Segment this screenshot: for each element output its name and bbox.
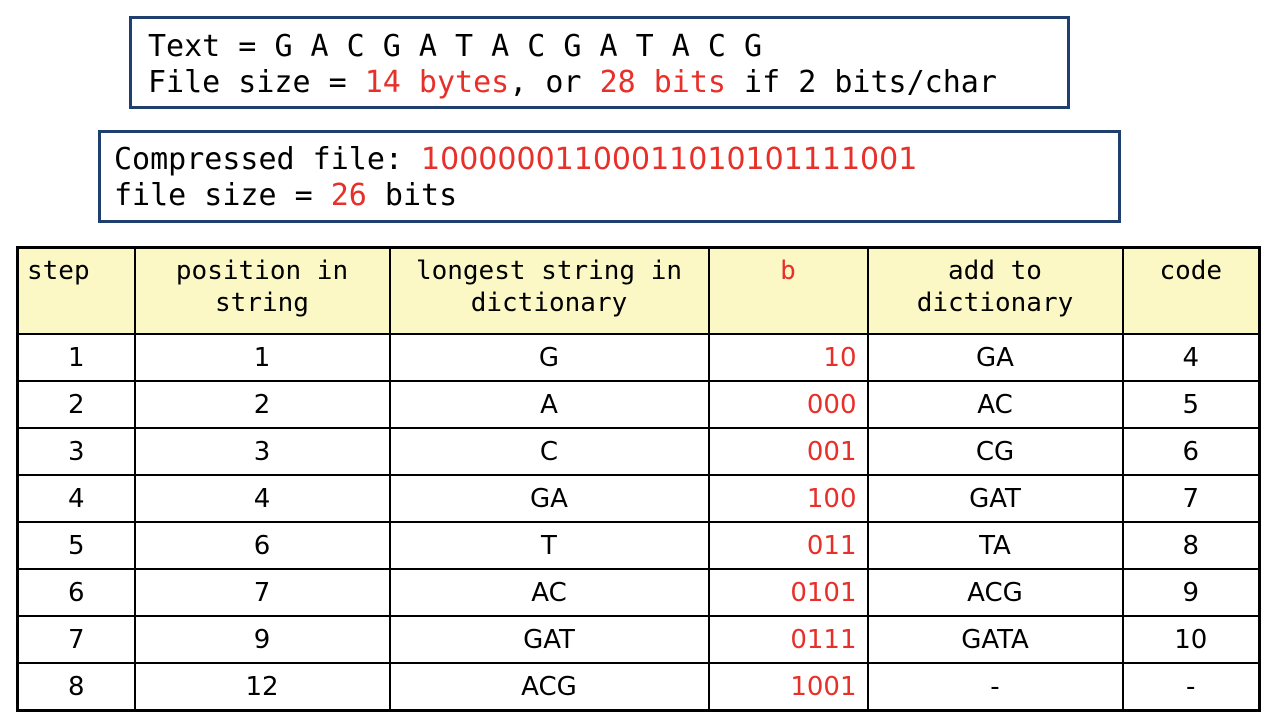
cell-b: 1001 [707,662,869,712]
cell-longest: GAT [388,615,710,664]
cell-position: 2 [133,380,391,429]
cell-step: 6 [16,568,136,617]
cell-code: - [1121,662,1261,712]
text-sequence: G A C G A T A C G A T A C G [274,29,763,64]
cell-longest: C [388,427,710,476]
cell-code: 5 [1121,380,1261,429]
cell-position: 7 [133,568,391,617]
lzw-table: step position in string longest string i… [16,246,1261,712]
table-row: 8 12 ACG 1001- - [16,662,1261,712]
cell-longest: GA [388,474,710,523]
table-row: 2 2 A 000 AC 5 [16,380,1261,429]
cell-code: 6 [1121,427,1261,476]
compressed-size-value: 26 [330,178,367,213]
cell-add: TA [866,521,1124,570]
cell-add: GAT [866,474,1124,523]
cell-b: 001 [707,427,869,476]
file-size-bits: 28 bits [599,65,726,100]
cell-add: ACG [866,568,1124,617]
cell-b: 100 [707,474,869,523]
cell-position: 1 [133,333,391,382]
cell-add: - [866,662,1124,712]
file-size-suffix: if 2 bits/char [726,65,997,100]
cell-b: 000 [707,380,869,429]
cell-add: GATA [866,615,1124,664]
header-b: b [707,246,869,335]
compressed-label: Compressed file: [114,142,422,177]
file-size-prefix: File size = [148,65,365,100]
cell-longest: AC [388,568,710,617]
file-size-middle: , or [509,65,600,100]
cell-b: 0101 [707,568,869,617]
header-longest: longest string in dictionary [388,246,710,335]
file-size-bytes: 14 bytes [364,65,510,100]
table-row: 4 4 GA 100 GAT 7 [16,474,1261,523]
cell-b: 011 [707,521,869,570]
cell-b: 0111 [707,615,869,664]
text-summary-box: Text = G A C G A T A C G A T A C G File … [129,16,1070,109]
cell-step: 3 [16,427,136,476]
cell-code: 10 [1121,615,1261,664]
header-position: position in string [133,246,391,335]
cell-code: 7 [1121,474,1261,523]
table-row: 6 7 AC 0101 ACG 9 [16,568,1261,617]
cell-step: 4 [16,474,136,523]
cell-step: 8 [16,662,136,712]
table-row: 7 9 GAT 0111 GATA 10 [16,615,1261,664]
cell-code: 8 [1121,521,1261,570]
cell-position: 3 [133,427,391,476]
cell-step: 7 [16,615,136,664]
cell-position: 9 [133,615,391,664]
header-code: code [1121,246,1261,335]
text-label: Text = [148,29,275,64]
compressed-bitstring: 10000001100011010101111001 [421,142,918,177]
cell-position: 6 [133,521,391,570]
cell-position: 12 [133,662,391,712]
cell-add: AC [866,380,1124,429]
table-row: 1 1 G 10 GA 4 [16,333,1261,382]
header-step: step [16,246,136,335]
cell-longest: T [388,521,710,570]
cell-code: 4 [1121,333,1261,382]
cell-position: 4 [133,474,391,523]
cell-step: 2 [16,380,136,429]
compressed-size-suffix: bits [366,178,458,213]
table-row: 5 6 T 011 TA 8 [16,521,1261,570]
cell-longest: A [388,380,710,429]
table-header-row: step position in string longest string i… [16,246,1261,335]
cell-longest: ACG [388,662,710,712]
compressed-summary-box: Compressed file: 10000001100011010101111… [98,130,1121,223]
cell-step: 5 [16,521,136,570]
cell-b: 10 [707,333,869,382]
table-row: 3 3 C 001 CG 6 [16,427,1261,476]
compressed-size-prefix: file size = [114,178,331,213]
cell-longest: G [388,333,710,382]
cell-code: 9 [1121,568,1261,617]
header-add: add to dictionary [866,246,1124,335]
cell-step: 1 [16,333,136,382]
cell-add: CG [866,427,1124,476]
cell-add: GA [866,333,1124,382]
